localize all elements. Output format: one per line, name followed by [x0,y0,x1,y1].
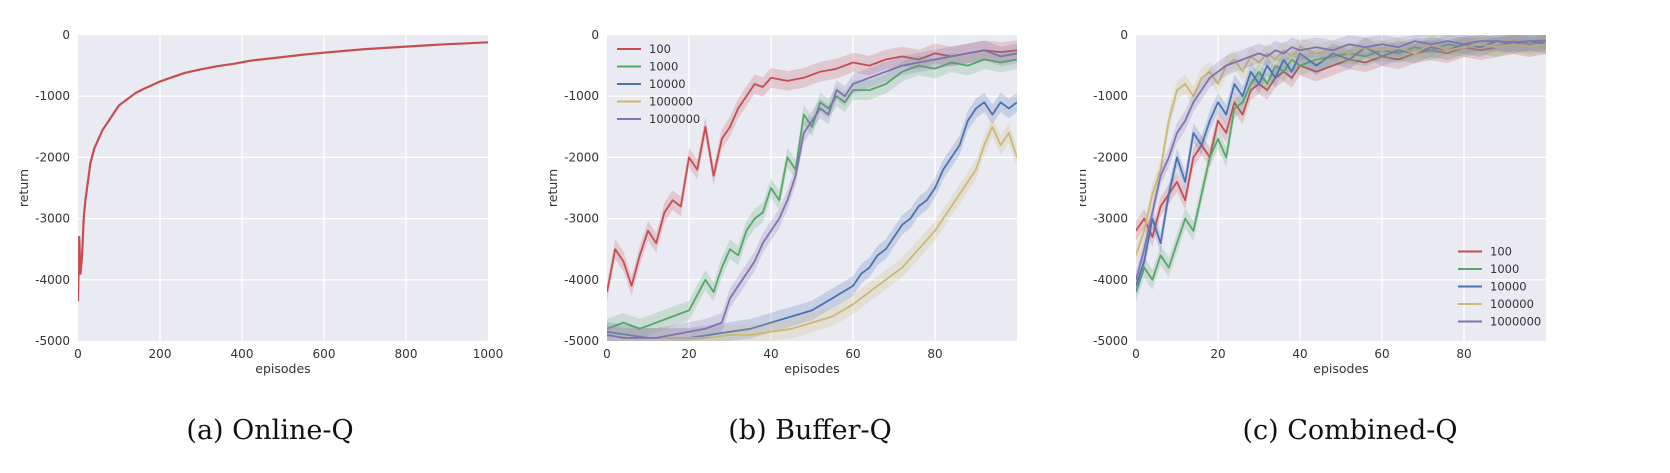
y-tick-label: 0 [62,28,70,42]
x-tick-label: 80 [1456,347,1471,361]
y-tick-label: -3000 [1093,212,1128,226]
series-band-100000 [607,117,1017,341]
x-axis-label: episodes [255,361,310,376]
plot-background [607,35,1017,341]
y-tick-label: 0 [591,28,599,42]
chart-panel-online-q: 0 200 400 600 800 1000 0 -1000 -2000 -3000 -4000 -5… [0,0,540,473]
x-tick-label: 200 [149,347,172,361]
series-group [1136,35,1546,302]
x-tick-label: 0 [603,347,611,361]
series-line-100000 [607,125,1017,339]
plot-background [78,35,488,341]
series-line-1000000 [607,49,1017,339]
legend: 100 1000 10000 100000 1000000 [1458,245,1541,329]
x-tick-label: 40 [763,347,778,361]
legend-label-1000: 1000 [649,60,678,74]
chart-panel-buffer-q: 0 20 40 60 80 0 -1000 -2000 -3000 -4000 -5000 episo… [540,0,1080,473]
x-tick-label: 600 [313,347,336,361]
series-line-100 [1136,43,1546,238]
y-tick-label: 0 [1120,28,1128,42]
y-tick-label: -3000 [35,212,70,226]
y-axis-label: return [1080,169,1089,207]
y-tick-label: -3000 [564,212,599,226]
legend-label-1000000: 1000000 [649,112,700,126]
legend-label-10000: 10000 [1490,280,1527,294]
x-tick-label: 40 [1292,347,1307,361]
y-tick-label: -2000 [35,150,70,164]
y-tick-label: -1000 [35,89,70,103]
caption-combined-q: (c) Combined-Q [1242,415,1458,446]
series-group [78,41,488,302]
series-line-100000 [1136,43,1546,256]
x-tick-label: 20 [1210,347,1225,361]
y-tick-label: -1000 [564,89,599,103]
y-tick-label: -5000 [564,334,599,348]
chart-combined-q: 0 20 40 60 80 0 -1000 -2000 -3000 -4000 -5000 episo… [1080,28,1546,376]
y-tick-label: -2000 [564,150,599,164]
series-line-1000000 [1136,39,1546,281]
series-group [607,40,1017,341]
x-tick-label: 1000 [473,347,504,361]
series-line-10000 [607,101,1017,339]
y-tick-label: -5000 [35,334,70,348]
legend-label-100000: 100000 [649,95,693,109]
x-tick-label: 60 [845,347,860,361]
x-tick-label: 400 [231,347,254,361]
x-axis-label: episodes [784,361,839,376]
series-band-1000 [1136,35,1546,302]
chart-panel-combined-q: 0 20 40 60 80 0 -1000 -2000 -3000 -4000 -5000 episo… [1080,0,1620,473]
legend-label-100: 100 [1490,245,1512,259]
x-tick-label: 60 [1374,347,1389,361]
legend-label-1000: 1000 [1490,262,1519,276]
x-tick-label: 0 [1132,347,1140,361]
legend-label-100000: 100000 [1490,297,1534,311]
x-tick-label: 0 [74,347,82,361]
y-tick-label: -4000 [564,273,599,287]
series-band-10000 [607,92,1017,341]
x-axis-label: episodes [1313,361,1368,376]
x-tick-label: 20 [681,347,696,361]
series-line-100 [607,49,1017,293]
chart-buffer-q: 0 20 40 60 80 0 -1000 -2000 -3000 -4000 -5000 episo… [545,28,1017,376]
y-tick-label: -4000 [1093,273,1128,287]
legend: 100 1000 10000 100000 1000000 [617,42,700,126]
y-tick-label: -4000 [35,273,70,287]
caption-buffer-q: (b) Buffer-Q [728,415,892,446]
legend-label-10000: 10000 [649,77,686,91]
y-axis-label: return [16,169,31,207]
y-tick-label: -2000 [1093,150,1128,164]
x-tick-label: 800 [395,347,418,361]
y-tick-label: -1000 [1093,89,1128,103]
y-axis-label: return [545,169,560,207]
y-tick-label: -5000 [1093,334,1128,348]
series-line-1000 [607,58,1017,330]
chart-online-q: 0 200 400 600 800 1000 0 -1000 -2000 -3000 -4000 -5… [16,28,504,376]
series-line-main [78,41,488,302]
legend-label-1000000: 1000000 [1490,315,1541,329]
legend-label-100: 100 [649,42,671,56]
caption-online-q: (a) Online-Q [186,415,354,446]
x-tick-label: 80 [927,347,942,361]
